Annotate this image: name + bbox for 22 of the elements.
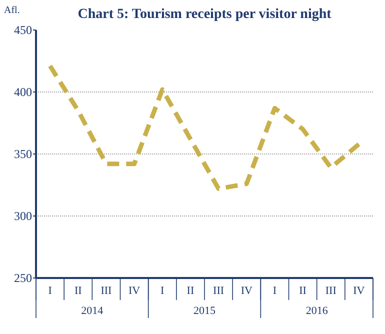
x-tick-label: IV xyxy=(240,285,252,297)
y-tick-label: 300 xyxy=(14,209,32,223)
y-axis-title: Afl. xyxy=(4,5,20,16)
x-tick-label: I xyxy=(48,285,52,297)
y-tick-label: 350 xyxy=(14,147,32,161)
x-tick-label: III xyxy=(213,285,224,297)
text: 2016 xyxy=(306,305,328,317)
text: 2014 xyxy=(81,305,104,317)
x-tick-label: IV xyxy=(353,285,365,297)
x-tick-label: I xyxy=(160,285,165,297)
x-tick-label: II xyxy=(74,285,82,297)
x-tick-label: II xyxy=(186,285,194,297)
chart-title: Chart 5: Tourism receipts per visitor night xyxy=(78,7,332,22)
x-tick-label: II xyxy=(299,285,307,297)
x-tick-label: III xyxy=(100,285,112,297)
y-tick-label: 250 xyxy=(14,271,32,285)
x-tick-label: III xyxy=(325,285,337,297)
y-tick-label: 450 xyxy=(14,23,32,37)
text: 2015 xyxy=(194,305,216,317)
y-tick-label: 400 xyxy=(14,85,32,99)
x-tick-label: IV xyxy=(128,285,140,297)
x-tick-label: I xyxy=(272,285,277,297)
